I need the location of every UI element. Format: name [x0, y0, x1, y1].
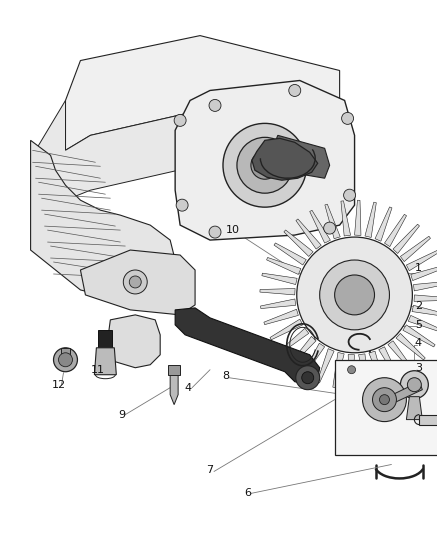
Polygon shape: [252, 139, 318, 180]
Polygon shape: [396, 334, 425, 360]
Text: 12: 12: [51, 379, 66, 390]
Circle shape: [372, 387, 396, 411]
Text: 5: 5: [415, 320, 422, 330]
Circle shape: [289, 84, 301, 96]
Polygon shape: [261, 299, 296, 309]
Circle shape: [302, 372, 314, 384]
Polygon shape: [365, 202, 376, 237]
Polygon shape: [341, 201, 350, 236]
Polygon shape: [325, 204, 340, 239]
Polygon shape: [108, 315, 160, 368]
Polygon shape: [310, 211, 330, 243]
Polygon shape: [274, 243, 306, 265]
Text: 8: 8: [223, 371, 230, 381]
Polygon shape: [170, 375, 178, 405]
Circle shape: [400, 371, 428, 399]
Polygon shape: [375, 207, 392, 241]
Polygon shape: [393, 224, 420, 254]
Text: 4: 4: [184, 383, 192, 393]
Text: 4: 4: [415, 338, 422, 348]
Polygon shape: [419, 415, 438, 425]
Circle shape: [237, 138, 293, 193]
Polygon shape: [411, 265, 438, 280]
Polygon shape: [303, 343, 325, 376]
Polygon shape: [175, 80, 355, 240]
Polygon shape: [400, 236, 431, 262]
Circle shape: [174, 115, 186, 126]
Circle shape: [296, 366, 320, 390]
Polygon shape: [270, 319, 303, 340]
Circle shape: [129, 276, 141, 288]
Circle shape: [59, 353, 72, 367]
FancyBboxPatch shape: [335, 360, 438, 455]
Polygon shape: [333, 352, 344, 387]
Text: 10: 10: [226, 225, 240, 235]
Polygon shape: [414, 295, 438, 301]
Polygon shape: [359, 354, 368, 389]
Polygon shape: [317, 349, 334, 383]
Polygon shape: [392, 382, 422, 402]
Text: 9: 9: [119, 410, 126, 419]
Polygon shape: [35, 100, 200, 210]
Circle shape: [53, 348, 78, 372]
Polygon shape: [267, 257, 301, 274]
Circle shape: [324, 222, 336, 234]
Polygon shape: [95, 348, 117, 375]
Circle shape: [297, 237, 413, 353]
Polygon shape: [60, 348, 71, 356]
Text: 6: 6: [244, 488, 251, 498]
Polygon shape: [81, 250, 195, 315]
Polygon shape: [264, 309, 298, 325]
Polygon shape: [175, 308, 320, 385]
Polygon shape: [406, 397, 422, 419]
Polygon shape: [355, 200, 361, 236]
Polygon shape: [290, 336, 316, 366]
Text: 2: 2: [415, 301, 422, 311]
Polygon shape: [408, 316, 438, 333]
Circle shape: [379, 394, 389, 405]
Polygon shape: [385, 214, 406, 247]
Polygon shape: [279, 328, 309, 353]
Circle shape: [320, 260, 389, 330]
Circle shape: [176, 199, 188, 211]
Polygon shape: [388, 341, 413, 371]
Polygon shape: [99, 330, 112, 348]
Circle shape: [209, 226, 221, 238]
Circle shape: [251, 151, 279, 179]
Text: 3: 3: [415, 363, 422, 373]
Text: 1: 1: [415, 263, 422, 273]
Polygon shape: [31, 140, 175, 300]
Circle shape: [363, 378, 406, 422]
Polygon shape: [260, 288, 295, 295]
Polygon shape: [66, 36, 339, 150]
Circle shape: [209, 100, 221, 111]
Polygon shape: [406, 250, 438, 271]
Circle shape: [343, 189, 356, 201]
Circle shape: [407, 378, 421, 392]
Polygon shape: [379, 347, 399, 379]
Text: 7: 7: [206, 465, 214, 475]
Polygon shape: [168, 365, 180, 375]
Polygon shape: [262, 273, 297, 285]
Polygon shape: [413, 281, 438, 291]
Circle shape: [348, 366, 356, 374]
Polygon shape: [403, 325, 435, 347]
Polygon shape: [296, 219, 321, 249]
Text: 11: 11: [90, 365, 104, 375]
Polygon shape: [284, 230, 313, 256]
Polygon shape: [412, 305, 438, 317]
Circle shape: [124, 270, 147, 294]
Circle shape: [335, 275, 374, 315]
Circle shape: [342, 112, 353, 124]
Circle shape: [223, 123, 307, 207]
Polygon shape: [348, 354, 355, 390]
Polygon shape: [270, 135, 330, 178]
Polygon shape: [369, 351, 384, 386]
